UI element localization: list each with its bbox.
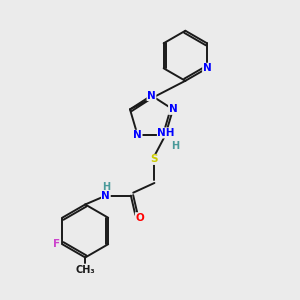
Text: CH₃: CH₃ — [75, 266, 95, 275]
Text: H: H — [171, 142, 179, 152]
Text: N: N — [147, 91, 156, 100]
Text: F: F — [53, 239, 61, 249]
Text: N: N — [101, 190, 110, 201]
Text: S: S — [151, 154, 158, 164]
Text: NH: NH — [158, 128, 175, 138]
Text: N: N — [169, 104, 177, 114]
Text: H: H — [102, 182, 110, 192]
Text: O: O — [135, 213, 144, 223]
Text: N: N — [202, 63, 211, 73]
Text: N: N — [133, 130, 142, 140]
